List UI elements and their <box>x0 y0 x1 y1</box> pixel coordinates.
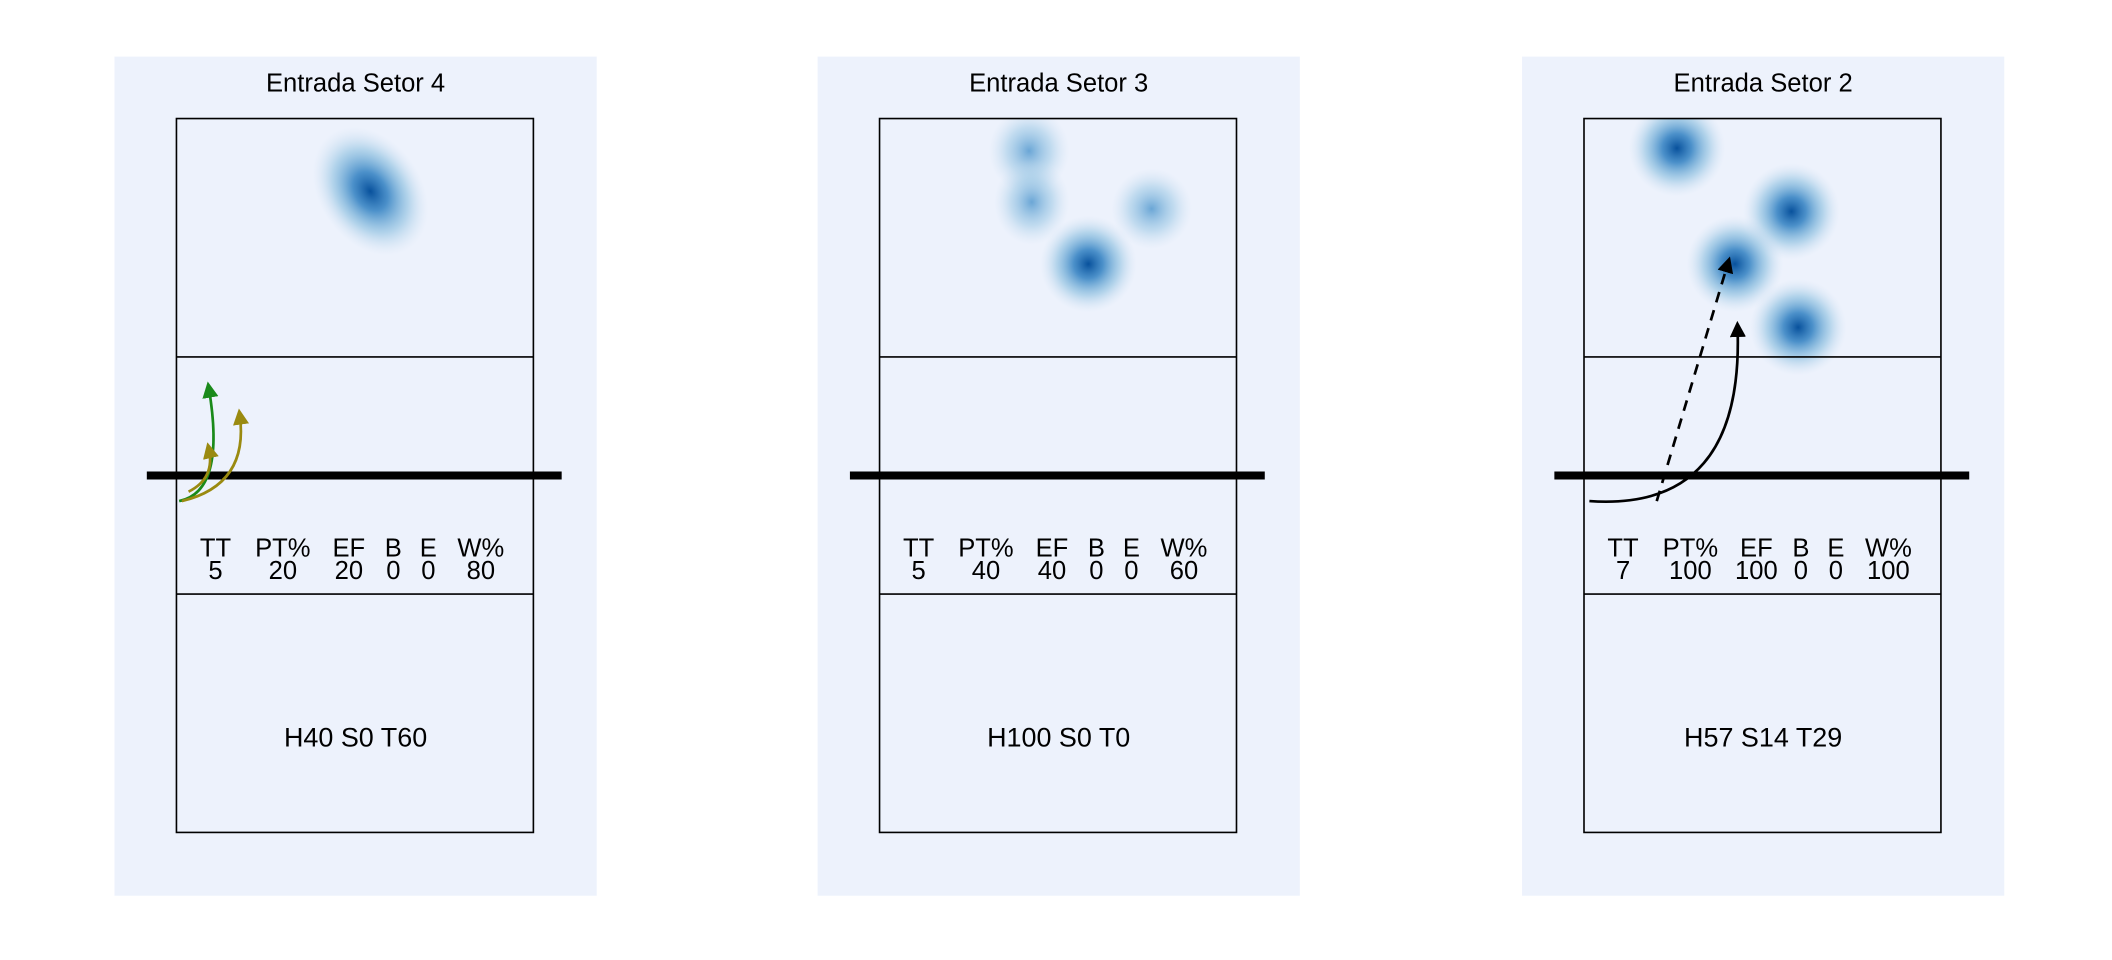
stat-header: E <box>420 534 437 562</box>
stat-value: 0 <box>1089 557 1103 585</box>
stat-value: 0 <box>421 557 435 585</box>
attack-arrow <box>181 408 250 503</box>
panel-title: Entrada Setor 4 <box>266 70 445 98</box>
heat-blob <box>1039 215 1137 313</box>
stat-value: 100 <box>1669 557 1712 585</box>
heat-blob <box>1749 278 1847 376</box>
stat-header: TT <box>903 534 935 562</box>
panel: Entrada Setor 3 TT PT% EF B E W% 5 40 40 0 0 60 H100 … <box>817 56 1300 896</box>
stat-header: PT% <box>255 534 310 562</box>
stat-value: 100 <box>1735 557 1778 585</box>
stat-header: W% <box>1161 534 1208 562</box>
stat-header: W% <box>1865 534 1912 562</box>
stat-header: W% <box>457 534 504 562</box>
stat-header: B <box>1088 534 1105 562</box>
summary: H40 S0 T60 <box>284 723 427 753</box>
stat-value: 40 <box>1038 557 1066 585</box>
stat-header: PT% <box>958 534 1013 562</box>
attack-arrow <box>1589 320 1746 504</box>
stat-value: 5 <box>208 557 222 585</box>
stat-header: B <box>1792 534 1809 562</box>
panel-title: Entrada Setor 3 <box>969 70 1148 98</box>
stat-value: 7 <box>1616 557 1630 585</box>
stat-value: 60 <box>1170 557 1198 585</box>
panel: Entrada Setor 4 TT PT% EF B E W% 5 20 20 0 0 80 H40 S… <box>114 56 597 896</box>
panel-title: Entrada Setor 2 <box>1674 70 1853 98</box>
stat-value: 5 <box>911 557 925 585</box>
stat-value: 0 <box>1794 557 1808 585</box>
stat-header: EF <box>1740 534 1773 562</box>
heat-blob <box>1628 118 1726 197</box>
heatmap <box>1628 118 1847 376</box>
stat-value: 20 <box>269 557 297 585</box>
stat-value: 40 <box>972 557 1000 585</box>
stat-value: 0 <box>1124 557 1138 585</box>
stat-header: B <box>385 534 402 562</box>
stat-value: 0 <box>1829 557 1843 585</box>
stat-value: 80 <box>467 557 495 585</box>
panel: Entrada Setor 2 TT PT% EF B E W% 7 100 100 0 0 100 H5… <box>1522 56 2005 896</box>
heat-blob <box>1686 215 1784 313</box>
heat-blob <box>994 158 1070 246</box>
heat-blob <box>312 126 429 256</box>
stat-header: TT <box>200 534 232 562</box>
stat-header: EF <box>1036 534 1069 562</box>
heatmap <box>988 118 1193 313</box>
attack-arrow <box>1655 256 1734 502</box>
heatmap <box>312 126 429 256</box>
stat-value: 100 <box>1867 557 1910 585</box>
stat-header: E <box>1827 534 1844 562</box>
attack-arrow <box>187 442 219 493</box>
stat-header: PT% <box>1663 534 1718 562</box>
summary: H57 S14 T29 <box>1684 723 1842 753</box>
stat-value: 0 <box>386 557 400 585</box>
stat-header: E <box>1123 534 1140 562</box>
stat-header: TT <box>1607 534 1639 562</box>
summary: H100 S0 T0 <box>987 723 1130 753</box>
heat-blob <box>1111 168 1193 250</box>
stat-value: 20 <box>335 557 363 585</box>
stat-header: EF <box>333 534 366 562</box>
